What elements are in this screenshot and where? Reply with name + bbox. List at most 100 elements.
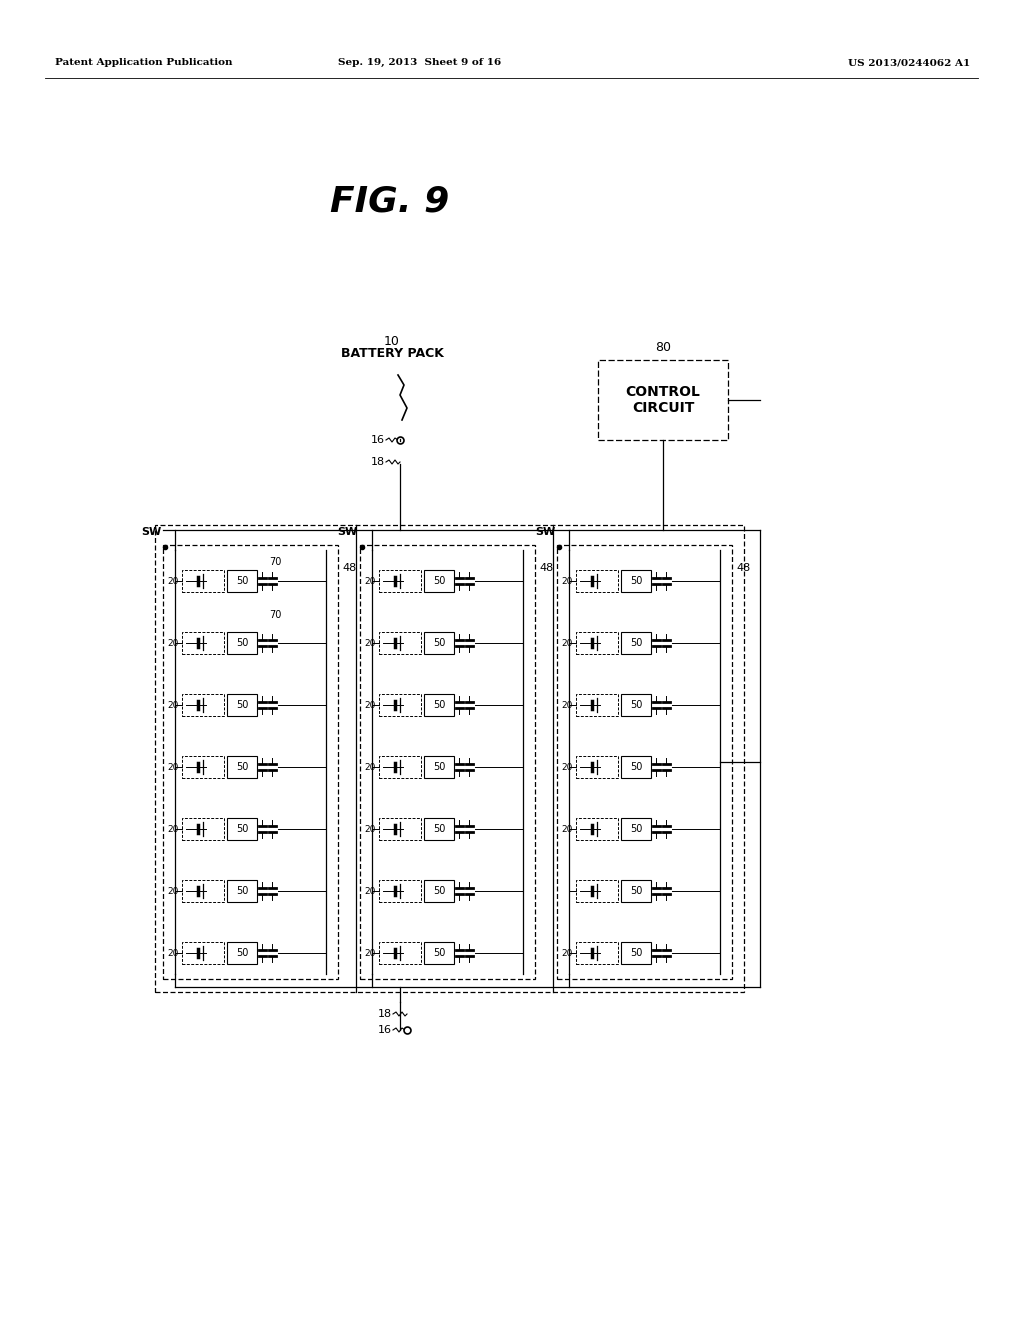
- Text: 50: 50: [433, 948, 445, 958]
- Text: 20: 20: [561, 577, 573, 586]
- Text: 20: 20: [168, 949, 179, 957]
- Bar: [424, 756, 454, 777]
- Text: 50: 50: [630, 762, 642, 772]
- Bar: [598, 360, 728, 440]
- Text: Sep. 19, 2013  Sheet 9 of 16: Sep. 19, 2013 Sheet 9 of 16: [338, 58, 502, 67]
- Text: Patent Application Publication: Patent Application Publication: [55, 58, 232, 67]
- Bar: [424, 632, 454, 653]
- Text: 20: 20: [561, 701, 573, 710]
- Text: 48: 48: [539, 564, 553, 573]
- Bar: [227, 632, 257, 653]
- Text: 20: 20: [561, 949, 573, 957]
- Text: FIG. 9: FIG. 9: [331, 185, 450, 219]
- Text: 20: 20: [561, 639, 573, 648]
- Text: 50: 50: [236, 948, 248, 958]
- Bar: [182, 694, 224, 715]
- Text: SW: SW: [140, 527, 161, 537]
- Bar: [182, 942, 224, 964]
- Text: 20: 20: [561, 763, 573, 771]
- Text: BATTERY PACK: BATTERY PACK: [341, 347, 443, 360]
- Text: 20: 20: [365, 949, 376, 957]
- Bar: [227, 942, 257, 964]
- Bar: [424, 570, 454, 591]
- Text: 50: 50: [630, 700, 642, 710]
- Text: 50: 50: [433, 576, 445, 586]
- Text: 16: 16: [371, 436, 385, 445]
- Bar: [379, 942, 421, 964]
- Text: SW: SW: [535, 527, 555, 537]
- Bar: [557, 545, 732, 979]
- Text: 20: 20: [365, 825, 376, 833]
- Bar: [360, 545, 535, 979]
- Bar: [424, 942, 454, 964]
- Bar: [575, 756, 618, 777]
- Text: 20: 20: [365, 639, 376, 648]
- Bar: [621, 880, 651, 902]
- Bar: [379, 818, 421, 840]
- Bar: [621, 570, 651, 591]
- Text: 16: 16: [378, 1026, 392, 1035]
- Bar: [575, 818, 618, 840]
- Text: 50: 50: [630, 886, 642, 896]
- Text: 20: 20: [168, 639, 179, 648]
- Text: 50: 50: [630, 638, 642, 648]
- Bar: [227, 694, 257, 715]
- Text: 20: 20: [168, 763, 179, 771]
- Bar: [182, 756, 224, 777]
- Text: 70: 70: [269, 610, 282, 620]
- Bar: [182, 880, 224, 902]
- Bar: [227, 818, 257, 840]
- Bar: [575, 570, 618, 591]
- Bar: [424, 694, 454, 715]
- Bar: [575, 632, 618, 653]
- Text: 18: 18: [378, 1008, 392, 1019]
- Bar: [424, 818, 454, 840]
- Bar: [575, 942, 618, 964]
- Text: 50: 50: [236, 576, 248, 586]
- Text: 50: 50: [236, 886, 248, 896]
- Text: 20: 20: [168, 577, 179, 586]
- Bar: [379, 632, 421, 653]
- Text: 20: 20: [365, 763, 376, 771]
- Bar: [227, 570, 257, 591]
- Text: 20: 20: [365, 701, 376, 710]
- Bar: [621, 694, 651, 715]
- Text: 80: 80: [655, 341, 671, 354]
- Text: 20: 20: [168, 825, 179, 833]
- Text: 10: 10: [384, 335, 400, 348]
- Text: 50: 50: [236, 824, 248, 834]
- Text: CONTROL
CIRCUIT: CONTROL CIRCUIT: [626, 385, 700, 414]
- Bar: [575, 694, 618, 715]
- Bar: [227, 880, 257, 902]
- Bar: [379, 880, 421, 902]
- Text: 70: 70: [269, 557, 282, 568]
- Text: 50: 50: [630, 576, 642, 586]
- Text: 48: 48: [342, 564, 356, 573]
- Bar: [424, 880, 454, 902]
- Bar: [182, 570, 224, 591]
- Bar: [182, 632, 224, 653]
- Bar: [621, 818, 651, 840]
- Bar: [575, 880, 618, 902]
- Text: 20: 20: [168, 887, 179, 895]
- Text: 50: 50: [236, 638, 248, 648]
- Bar: [155, 525, 744, 993]
- Text: 50: 50: [236, 700, 248, 710]
- Text: SW: SW: [338, 527, 358, 537]
- Bar: [621, 942, 651, 964]
- Text: 50: 50: [433, 824, 445, 834]
- Text: 50: 50: [630, 948, 642, 958]
- Bar: [379, 694, 421, 715]
- Bar: [182, 818, 224, 840]
- Text: 20: 20: [168, 701, 179, 710]
- Text: 18: 18: [371, 457, 385, 467]
- Text: 20: 20: [365, 577, 376, 586]
- Text: 20: 20: [561, 825, 573, 833]
- Text: 50: 50: [433, 638, 445, 648]
- Text: US 2013/0244062 A1: US 2013/0244062 A1: [848, 58, 970, 67]
- Text: 48: 48: [736, 564, 751, 573]
- Text: 50: 50: [236, 762, 248, 772]
- Bar: [163, 545, 338, 979]
- Text: 50: 50: [433, 762, 445, 772]
- Bar: [621, 756, 651, 777]
